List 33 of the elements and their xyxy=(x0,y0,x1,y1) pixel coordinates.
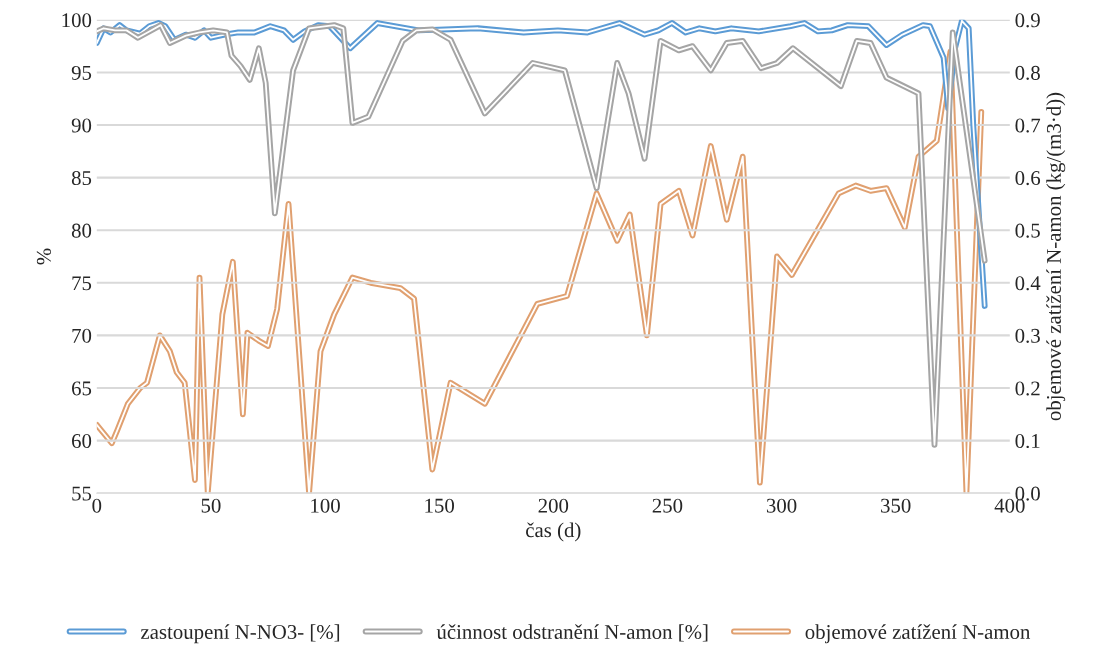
x-tick-label: 150 xyxy=(425,498,455,513)
y2-tick-label: 0.6 xyxy=(1015,171,1041,186)
y2-tick-label: 0.5 xyxy=(1015,223,1040,238)
y2-tick-label: 0.9 xyxy=(1015,13,1040,28)
y-tick-label: 80 xyxy=(71,223,92,238)
y-tick-label: 65 xyxy=(72,381,92,396)
x-tick-label: 50 xyxy=(201,498,221,513)
y-tick-label: 70 xyxy=(72,328,92,343)
x-tick-label: 200 xyxy=(538,498,569,513)
y-tick-label: 95 xyxy=(71,65,92,80)
y2-tick-label: 0.2 xyxy=(1015,381,1040,396)
y2-axis-title: objemové zatížení N-amon (kg/(m3·d)) xyxy=(1046,92,1066,421)
y2-tick-label: 0.3 xyxy=(1015,328,1040,343)
x-tick-label: 350 xyxy=(881,498,911,513)
x-tick-label: 0 xyxy=(92,498,102,513)
y-tick-label: 75 xyxy=(72,276,92,291)
x-tick-label: 300 xyxy=(766,498,797,513)
y2-tick-label: 0.7 xyxy=(1015,118,1041,133)
legend-label: účinnost odstranění N-amon [%] xyxy=(436,624,708,642)
y2-tick-label: 0.1 xyxy=(1015,433,1040,449)
y-tick-label: 85 xyxy=(71,171,92,186)
y-axis-title: % xyxy=(36,248,51,265)
legend-label: zastoupení N-NO3- [%] xyxy=(141,624,340,644)
y2-tick-label: 0.4 xyxy=(1015,276,1041,291)
x-tick-label: 100 xyxy=(311,498,340,513)
y-tick-label: 55 xyxy=(72,486,92,501)
legend-label: objemové zatížení N-amon xyxy=(805,624,1031,644)
y2-tick-label: 0.8 xyxy=(1015,65,1040,80)
x-axis-title: čas (d) xyxy=(526,522,581,542)
y-tick-label: 100 xyxy=(62,13,92,28)
y-tick-label: 90 xyxy=(71,118,92,133)
x-tick-label: 250 xyxy=(652,498,683,513)
y-tick-label: 60 xyxy=(72,433,92,449)
